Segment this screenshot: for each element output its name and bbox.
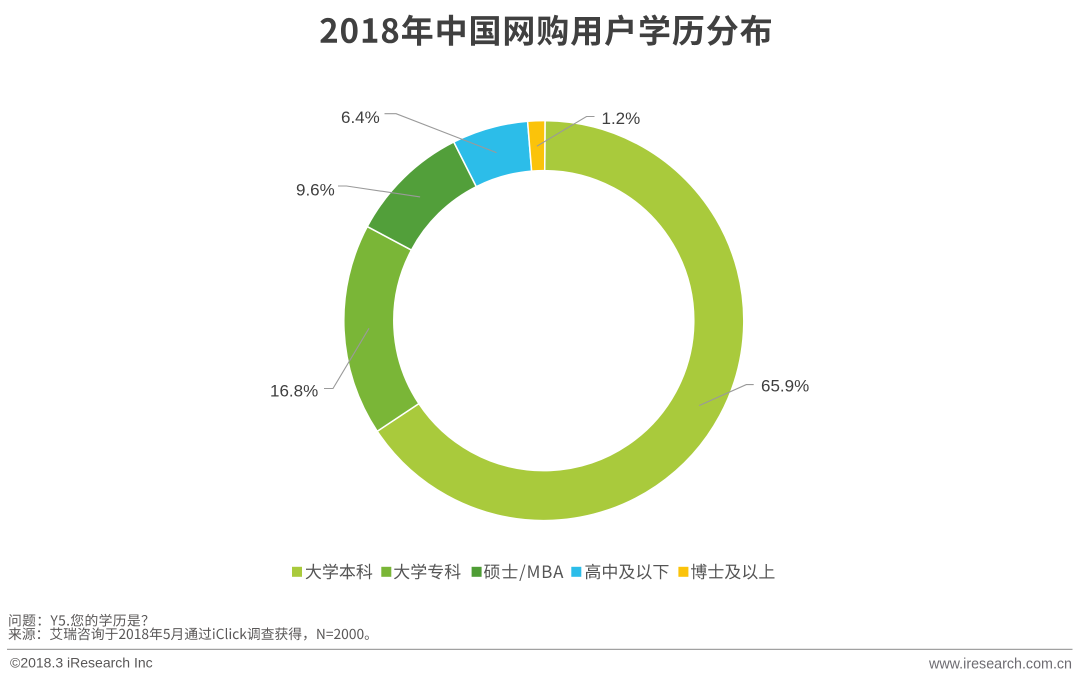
svg-text:www.iresearch.com.cn: www.iresearch.com.cn bbox=[928, 656, 1072, 672]
svg-text:©2018.3 iResearch Inc: ©2018.3 iResearch Inc bbox=[10, 655, 153, 671]
svg-text:9.6%: 9.6% bbox=[296, 181, 335, 200]
svg-text:1.2%: 1.2% bbox=[602, 109, 641, 128]
svg-text:6.4%: 6.4% bbox=[341, 108, 380, 127]
svg-text:65.9%: 65.9% bbox=[761, 377, 809, 396]
svg-text:16.8%: 16.8% bbox=[270, 381, 318, 400]
